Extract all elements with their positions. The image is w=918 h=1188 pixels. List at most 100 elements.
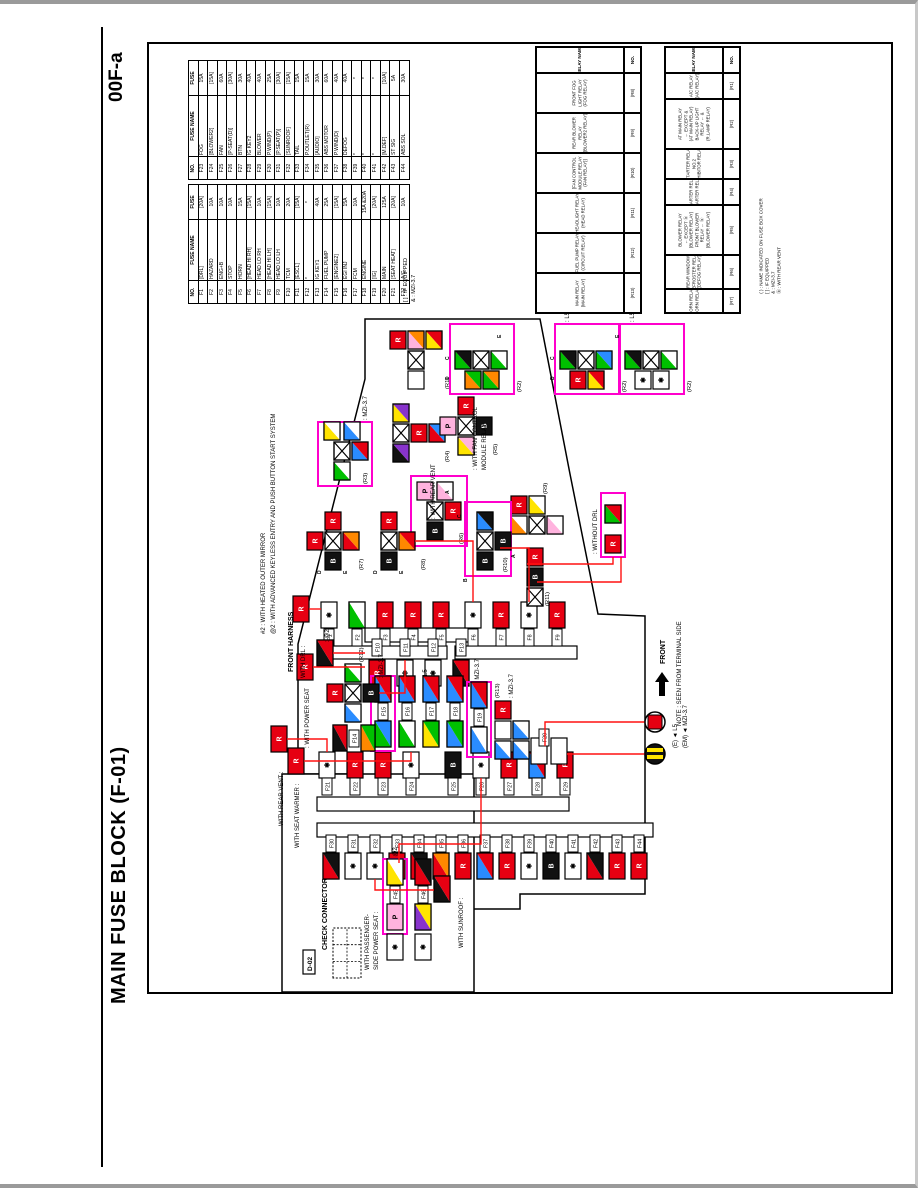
relay-id-label: (R9) <box>543 483 549 494</box>
pin-letter: D <box>550 376 556 380</box>
fuse-tab-label: F23 <box>382 782 388 791</box>
callout-label: FRONT <box>660 639 667 664</box>
callout-label: CHECK CONNECTOR <box>322 878 329 950</box>
fuse-symbol <box>608 852 626 880</box>
fuse-symbol <box>404 601 422 629</box>
relay-id-label: (R4) <box>445 451 451 462</box>
svg-text:R: R <box>396 337 403 342</box>
svg-text:R: R <box>461 863 468 868</box>
svg-text:✱: ✱ <box>430 670 438 676</box>
fuse-tab-label: F12 <box>432 643 438 652</box>
fuse-tab-label: F16 <box>406 707 412 716</box>
fuse-tab-label: F8 <box>528 634 534 640</box>
fuse-symbol <box>494 531 512 551</box>
fuse-tab <box>523 834 535 853</box>
callout-label: (EM) ◄ MZI-3.7 <box>683 704 689 748</box>
svg-text:B: B <box>331 558 338 563</box>
pin-letter: D <box>445 376 451 380</box>
callout-label: : WITH POWER SEAT <box>305 688 311 748</box>
wire <box>374 879 434 891</box>
svg-text:✱: ✱ <box>658 377 666 383</box>
fuse-tab-label: F2 <box>356 634 362 640</box>
connector-id: D-02 <box>307 957 314 971</box>
svg-text:R: R <box>294 758 301 763</box>
fuse-tab-label: F40 <box>550 839 556 848</box>
relay-table-footnotes: ( ) : NAME INDICATED ON FUSE BOX COVER[ … <box>746 184 794 308</box>
svg-text:P: P <box>446 423 453 428</box>
fuse-tab <box>377 702 389 721</box>
wire <box>304 752 412 762</box>
svg-text:R: R <box>555 612 562 617</box>
fuse-tab <box>325 834 337 853</box>
pin-letter: E <box>615 334 621 338</box>
rotated-landscape-layer: MAIN FUSE BLOCK (F-01) 00F-a NO. FUSE NAM… <box>0 4 915 1184</box>
callout-label: : WITH REAR VENT <box>431 464 437 519</box>
fuse-tab <box>369 834 381 853</box>
svg-text:✱: ✱ <box>350 863 358 869</box>
fuse-symbol <box>426 521 444 541</box>
fuse-tab <box>531 777 543 796</box>
fuse-symbol <box>376 601 394 629</box>
fuse-symbol <box>380 511 398 531</box>
fuse-tab-label: F39 <box>528 839 534 848</box>
table-header-row: RELAY NAME NO. <box>665 47 740 73</box>
fuse-tab <box>401 702 413 721</box>
callout-label: : @2 <box>393 847 399 860</box>
fuse-tab-label: F1 <box>328 634 334 640</box>
fuse-symbol <box>542 852 560 880</box>
relay-table-r1-r7: RELAY NAME NO. A/C RELAY (A/C RELAY) (R1)… <box>664 46 741 314</box>
fuse-tab-label: F13 <box>460 643 466 652</box>
fuse-tab <box>467 628 479 647</box>
wire <box>527 557 614 565</box>
svg-text:✱: ✱ <box>526 612 534 618</box>
fuse-symbol <box>306 531 324 551</box>
wire <box>415 540 474 602</box>
svg-text:R: R <box>417 430 424 435</box>
fuse-tab <box>503 777 515 796</box>
wire <box>398 778 482 863</box>
relay-row: [STARTER RELAY NO.2 (INHIBITOR RELAY)] (R3… <box>665 149 740 179</box>
fuse-symbol <box>526 547 544 567</box>
fuse-symbol <box>475 416 493 436</box>
relay-id-label: (R11) <box>545 592 551 606</box>
relay-table-r8-r13: RELAY NAME NO. FRONT FOG LIGHT RELAY (FOG … <box>535 46 642 314</box>
svg-text:R: R <box>501 707 508 712</box>
fuse-tab-label: F30 <box>330 839 336 848</box>
svg-text:B: B <box>549 863 556 868</box>
bus-rail <box>454 645 578 660</box>
svg-text:✱: ✱ <box>372 863 380 869</box>
fuse-tab-label: F5 <box>440 634 446 640</box>
fuse-symbol <box>454 852 472 880</box>
fuse-symbol <box>652 370 670 390</box>
callout-label: : WITH FAN CONTROL <box>473 406 479 470</box>
fuse-tab-label: F32 <box>374 839 380 848</box>
fuse-symbol <box>386 933 404 961</box>
svg-text:R: R <box>313 538 320 543</box>
relay-row: REAR BLOWER RELAY (BLOWER2 RELAY) (R9) <box>536 113 641 153</box>
fuse-tab <box>349 777 361 796</box>
relay-id-label: (R10) <box>503 557 509 572</box>
callout-label: WITH SEAT WARMER : <box>295 783 301 848</box>
callout-label: : WITHOUT DRL <box>593 508 599 554</box>
fuse-tab <box>348 729 360 748</box>
fuse-symbol <box>386 903 404 931</box>
fuse-tab <box>405 777 417 796</box>
fuse-tab <box>455 638 467 657</box>
relay-row: STARTER RELAY (STARTER RELAY) (R4) <box>665 179 740 205</box>
fuse-tab <box>611 834 623 853</box>
fuse-tab-label: F26 <box>480 782 486 791</box>
fuse-symbol <box>320 601 338 629</box>
fuse-tab-label: F43 <box>616 839 622 848</box>
callout-label: MODULE RELAY <box>482 423 488 470</box>
pin-letter: C <box>445 356 451 360</box>
callout-label: : MZI-3.7 <box>379 653 385 678</box>
fuse-tab <box>589 834 601 853</box>
fuse-tab <box>447 777 459 796</box>
pin-letter: C <box>457 514 463 518</box>
fuse-tab-label: F17 <box>430 707 436 716</box>
svg-text:R: R <box>576 377 583 382</box>
svg-text:R: R <box>333 690 340 695</box>
svg-text:R: R <box>387 518 394 523</box>
optional-highlight-box <box>410 475 468 547</box>
svg-text:B: B <box>501 538 508 543</box>
